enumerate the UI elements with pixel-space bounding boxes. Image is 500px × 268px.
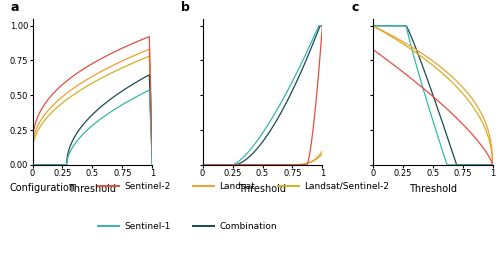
Text: Landsat: Landsat xyxy=(220,182,256,191)
Text: Sentinel-2: Sentinel-2 xyxy=(124,182,171,191)
Text: Configuration: Configuration xyxy=(10,183,76,193)
Text: Combination: Combination xyxy=(220,222,277,231)
Text: a: a xyxy=(11,1,20,14)
X-axis label: Threshold: Threshold xyxy=(68,184,116,193)
Text: Landsat/Sentinel-2: Landsat/Sentinel-2 xyxy=(304,182,390,191)
Text: b: b xyxy=(181,1,190,14)
Text: c: c xyxy=(351,1,358,14)
Text: Sentinel-1: Sentinel-1 xyxy=(124,222,171,231)
X-axis label: Threshold: Threshold xyxy=(238,184,286,193)
X-axis label: Threshold: Threshold xyxy=(408,184,457,193)
